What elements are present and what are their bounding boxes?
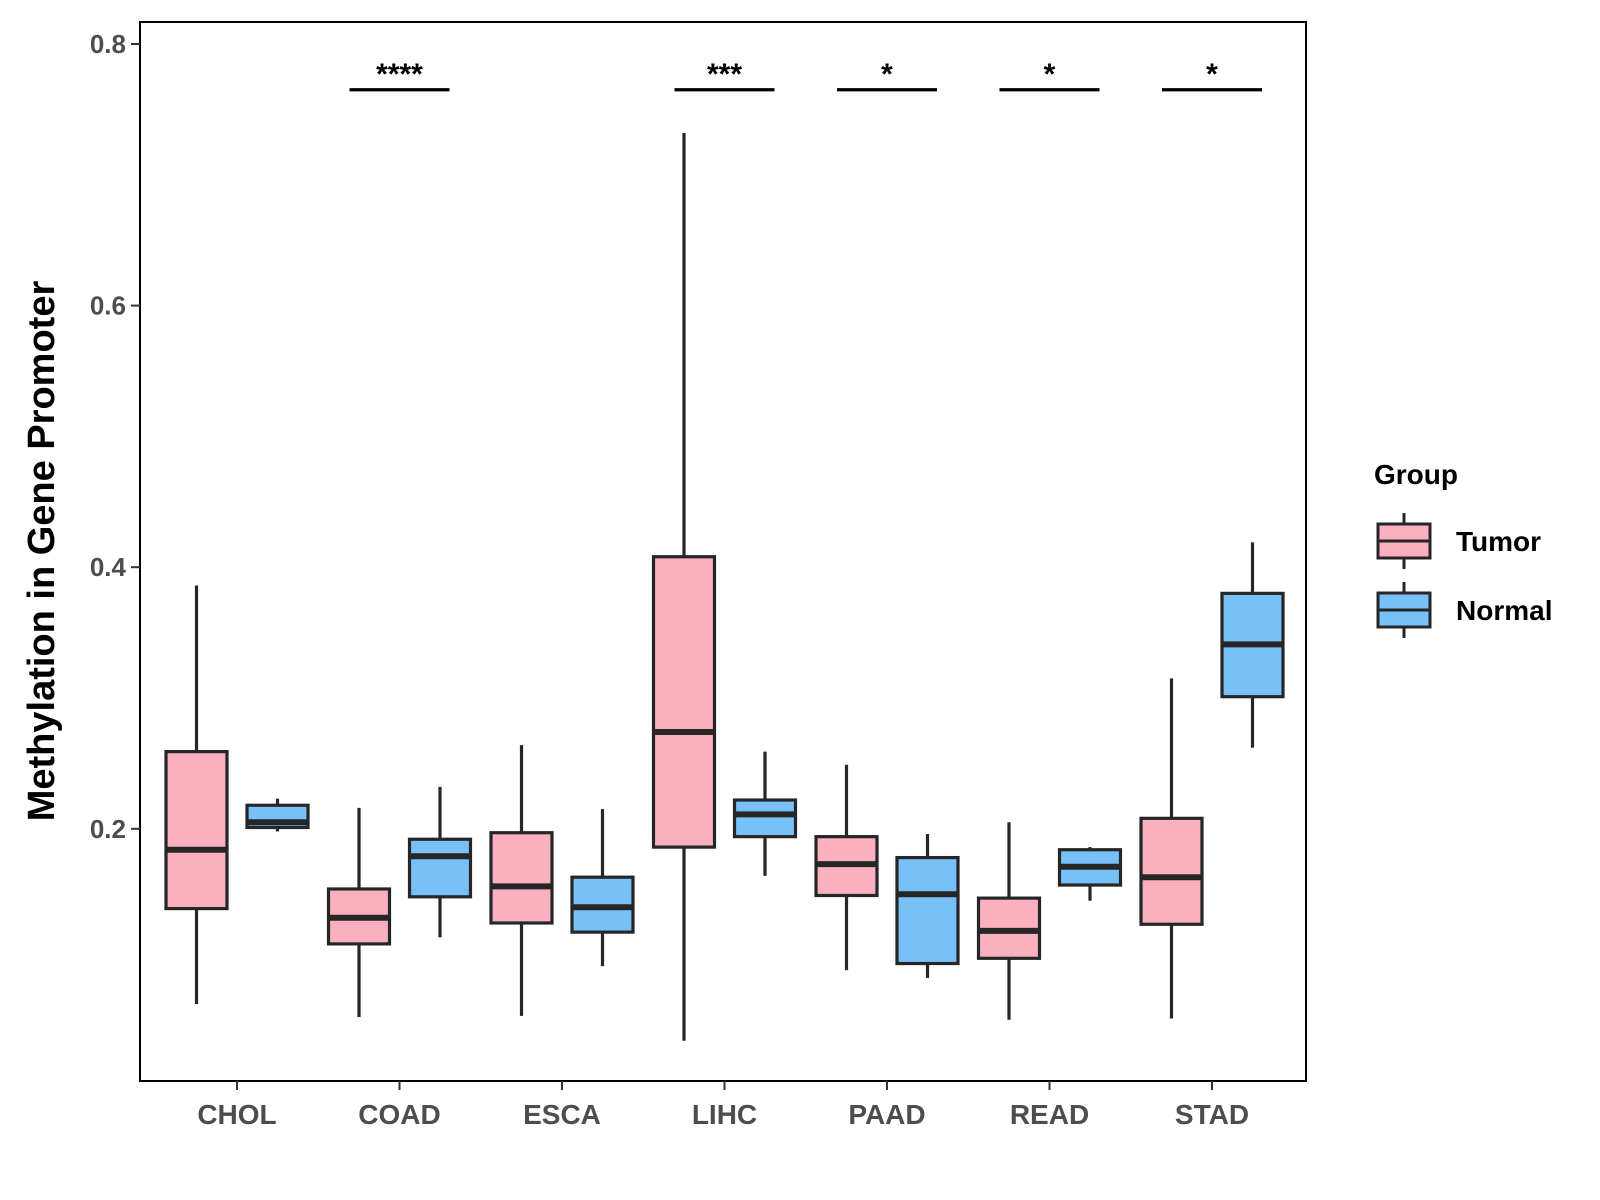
significance-label: * [881, 58, 893, 91]
box-body [489, 831, 554, 925]
box-body [651, 555, 717, 849]
x-tick-label: READ [1010, 1099, 1089, 1130]
legend-title: Group [1374, 459, 1458, 490]
legend-item-tumor: Tumor [1376, 513, 1541, 569]
box-normal-esca [570, 809, 635, 967]
significance-annotations: **** *** * * * [349, 58, 1262, 92]
box-tumor-stad [1139, 678, 1204, 1019]
box-normal-chol [245, 798, 310, 832]
box-tumor-coad [326, 807, 392, 1018]
box-normal-coad [407, 786, 473, 938]
box-normal-read [1057, 847, 1123, 901]
box-body [895, 855, 960, 966]
box-tumor-chol [164, 585, 229, 1005]
x-axis: CHOL COAD ESCA LIHC PAAD READ STAD [197, 1081, 1249, 1130]
significance-label: * [1206, 58, 1218, 91]
y-tick-label: 0.2 [90, 814, 126, 844]
significance-label: *** [707, 58, 742, 91]
significance-read: * [999, 58, 1100, 92]
significance-lihc: *** [674, 58, 775, 92]
y-axis: 0.2 0.4 0.6 0.8 [90, 29, 140, 844]
box-tumor-lihc [651, 132, 717, 1041]
box-body [1139, 816, 1204, 926]
x-tick-label: STAD [1175, 1099, 1249, 1130]
boxes-layer [164, 132, 1285, 1041]
significance-paad: * [837, 58, 937, 92]
x-tick-label: CHOL [197, 1099, 276, 1130]
significance-stad: * [1162, 58, 1262, 92]
plot-panel [139, 21, 1307, 1082]
y-tick-label: 0.4 [90, 552, 127, 582]
box-normal-paad [895, 834, 960, 978]
box-body [164, 750, 229, 911]
x-tick-label: COAD [358, 1099, 440, 1130]
box-body [732, 798, 798, 839]
y-tick-label: 0.8 [90, 29, 126, 59]
significance-label: * [1044, 58, 1056, 91]
box-normal-lihc [732, 751, 798, 876]
significance-coad: **** [349, 58, 450, 92]
box-tumor-read [976, 822, 1042, 1020]
x-tick-label: LIHC [692, 1099, 757, 1130]
legend-label: Normal [1456, 595, 1552, 626]
legend: Group Tumor Normal [1374, 459, 1552, 638]
significance-label: **** [376, 58, 423, 91]
legend-label: Tumor [1456, 526, 1541, 557]
legend-item-normal: Normal [1376, 582, 1552, 638]
y-axis-title: Methylation in Gene Promoter [21, 281, 63, 822]
x-tick-label: PAAD [848, 1099, 925, 1130]
box-tumor-paad [814, 764, 879, 971]
box-normal-stad [1220, 542, 1285, 748]
y-tick-label: 0.6 [90, 291, 126, 321]
box-tumor-esca [489, 745, 554, 1016]
x-tick-label: ESCA [523, 1099, 601, 1130]
box-body [407, 837, 473, 899]
